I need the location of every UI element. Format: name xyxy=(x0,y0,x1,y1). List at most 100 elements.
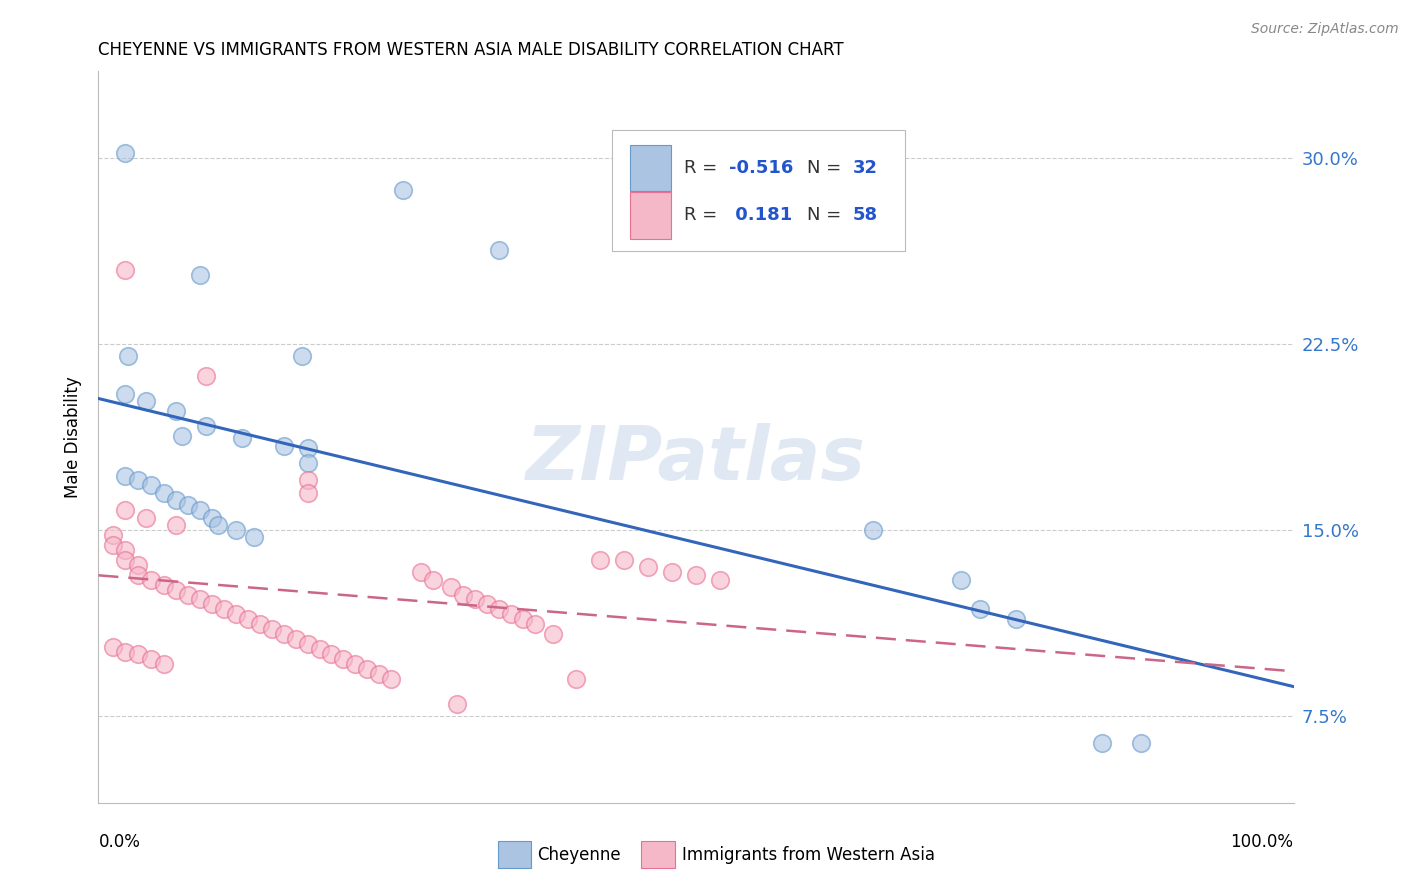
Point xyxy=(297,474,319,488)
Point xyxy=(201,510,224,524)
Point xyxy=(195,418,218,433)
Point xyxy=(165,404,187,418)
Point xyxy=(153,657,176,671)
Point xyxy=(153,486,176,500)
Point xyxy=(969,602,991,616)
Point xyxy=(446,697,468,711)
Point xyxy=(135,394,157,409)
Point xyxy=(451,588,474,602)
Point xyxy=(114,644,136,658)
Point xyxy=(368,666,391,681)
Point xyxy=(195,369,218,384)
Point xyxy=(1129,736,1152,750)
Point xyxy=(153,577,176,591)
Point xyxy=(249,617,271,632)
Point xyxy=(114,503,136,517)
Point xyxy=(273,439,295,453)
Point xyxy=(114,262,136,277)
Point xyxy=(225,523,247,537)
Point xyxy=(201,598,224,612)
Point xyxy=(613,553,636,567)
Text: N =: N = xyxy=(807,159,846,177)
Point xyxy=(101,538,124,552)
Point xyxy=(661,565,683,579)
Point xyxy=(950,573,973,587)
Point xyxy=(284,632,307,647)
Point xyxy=(523,617,546,632)
Point xyxy=(114,468,136,483)
Point xyxy=(212,602,235,616)
Point xyxy=(139,478,162,492)
Point xyxy=(440,580,463,594)
Point xyxy=(114,146,136,161)
Point xyxy=(139,573,162,587)
Text: CHEYENNE VS IMMIGRANTS FROM WESTERN ASIA MALE DISABILITY CORRELATION CHART: CHEYENNE VS IMMIGRANTS FROM WESTERN ASIA… xyxy=(98,41,844,59)
Point xyxy=(165,518,187,533)
Text: R =: R = xyxy=(685,206,723,225)
Point xyxy=(512,612,534,626)
Point xyxy=(332,652,354,666)
Point xyxy=(135,510,157,524)
Point xyxy=(356,662,378,676)
FancyBboxPatch shape xyxy=(630,145,671,191)
Point xyxy=(127,558,149,572)
Point xyxy=(101,528,124,542)
Point xyxy=(464,592,486,607)
Point xyxy=(114,553,136,567)
Point xyxy=(243,531,266,545)
Text: 58: 58 xyxy=(852,206,877,225)
Point xyxy=(422,573,444,587)
Point xyxy=(177,588,200,602)
Point xyxy=(117,350,139,364)
Text: 0.0%: 0.0% xyxy=(98,832,141,851)
Point xyxy=(862,523,884,537)
Point xyxy=(188,268,211,282)
Point xyxy=(260,622,283,636)
Point xyxy=(165,582,187,597)
Point xyxy=(225,607,247,622)
FancyBboxPatch shape xyxy=(613,130,905,251)
Text: 0.181: 0.181 xyxy=(730,206,793,225)
Text: R =: R = xyxy=(685,159,723,177)
Point xyxy=(589,553,612,567)
Point xyxy=(488,243,510,257)
FancyBboxPatch shape xyxy=(630,192,671,239)
Point xyxy=(1005,612,1028,626)
Point xyxy=(308,642,330,657)
Text: 32: 32 xyxy=(852,159,877,177)
Point xyxy=(411,565,433,579)
Point xyxy=(709,573,731,587)
Point xyxy=(380,672,402,686)
Point xyxy=(231,431,253,445)
Point xyxy=(1091,736,1114,750)
Point xyxy=(297,486,319,500)
Point xyxy=(127,647,149,661)
Point xyxy=(139,652,162,666)
Point xyxy=(188,592,211,607)
Point xyxy=(297,456,319,470)
Point xyxy=(475,598,498,612)
Point xyxy=(127,567,149,582)
Point xyxy=(236,612,259,626)
Text: N =: N = xyxy=(807,206,846,225)
Text: -0.516: -0.516 xyxy=(730,159,794,177)
Text: Immigrants from Western Asia: Immigrants from Western Asia xyxy=(682,846,935,863)
Text: ZIPatlas: ZIPatlas xyxy=(526,423,866,496)
Y-axis label: Male Disability: Male Disability xyxy=(65,376,83,498)
Point xyxy=(297,442,319,456)
Point xyxy=(114,542,136,557)
Point xyxy=(114,386,136,401)
Text: Cheyenne: Cheyenne xyxy=(537,846,620,863)
Point xyxy=(344,657,367,671)
Point xyxy=(165,493,187,508)
Point xyxy=(172,429,194,443)
Point xyxy=(297,637,319,651)
Point xyxy=(101,640,124,654)
Point xyxy=(541,627,564,641)
Point xyxy=(499,607,522,622)
Point xyxy=(685,567,707,582)
Point xyxy=(392,183,415,197)
Point xyxy=(291,350,314,364)
Point xyxy=(565,672,588,686)
Point xyxy=(188,503,211,517)
